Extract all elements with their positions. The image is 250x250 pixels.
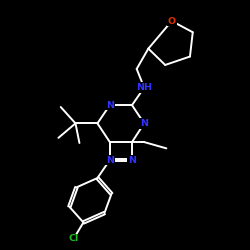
Text: Cl: Cl — [68, 234, 79, 243]
Text: N: N — [106, 156, 114, 164]
Text: O: O — [168, 16, 176, 26]
Text: N: N — [128, 156, 136, 164]
Text: NH: NH — [136, 83, 152, 92]
Text: N: N — [140, 119, 148, 128]
Text: N: N — [106, 101, 114, 110]
